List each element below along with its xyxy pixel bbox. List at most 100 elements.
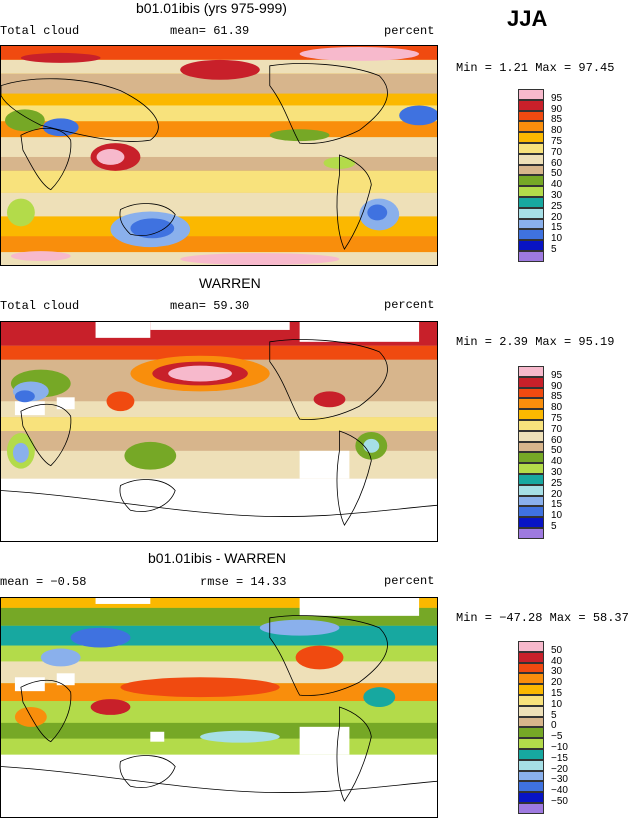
colorbar-label: 50 xyxy=(551,168,563,180)
colorbar-label: 5 xyxy=(551,244,557,255)
panel-3-map xyxy=(0,597,438,818)
panel-1-map xyxy=(0,45,438,266)
colorbar-label: 50 xyxy=(551,644,563,656)
colorbar-swatch xyxy=(518,153,544,165)
colorbar-swatch xyxy=(518,218,544,230)
colorbar-swatch xyxy=(518,89,544,100)
colorbar-swatch xyxy=(518,781,544,793)
colorbar-label: 90 xyxy=(551,103,563,115)
colorbar-swatch xyxy=(518,695,544,706)
colorbar-swatch xyxy=(518,197,544,208)
colorbar-label: 95 xyxy=(551,369,563,381)
colorbar-label: 60 xyxy=(551,434,563,446)
panel-1-minmax: Min = 1.21 Max = 97.45 xyxy=(456,61,615,75)
panel-2-map xyxy=(0,321,438,542)
colorbar-label: 30 xyxy=(551,190,563,201)
season-label: JJA xyxy=(507,6,548,31)
colorbar-swatch xyxy=(518,749,544,760)
colorbar-swatch xyxy=(518,229,544,241)
colorbar-swatch xyxy=(518,495,544,507)
colorbar-swatch xyxy=(518,705,544,717)
colorbar-label: 5 xyxy=(551,521,557,532)
colorbar-label: 50 xyxy=(551,445,563,457)
colorbar-label: 85 xyxy=(551,391,563,403)
panel-2-title: WARREN xyxy=(199,275,261,291)
colorbar-label: 80 xyxy=(551,402,563,414)
colorbar-label: 10 xyxy=(551,233,563,245)
colorbar-swatch xyxy=(518,759,544,771)
colorbar-swatch xyxy=(518,528,544,539)
colorbar-swatch xyxy=(518,474,544,485)
colorbar-label: −20 xyxy=(551,763,568,775)
colorbar-label: 5 xyxy=(551,709,557,721)
colorbar-swatch xyxy=(518,143,544,154)
panel-2-units-label: percent xyxy=(384,298,435,312)
panel-1-units-label: percent xyxy=(384,24,435,38)
colorbar-swatch xyxy=(518,207,544,219)
colorbar-swatch xyxy=(518,673,544,685)
colorbar-swatch xyxy=(518,517,544,528)
colorbar-swatch xyxy=(518,452,544,464)
colorbar-label: 40 xyxy=(551,456,563,468)
colorbar-swatch xyxy=(518,430,544,442)
colorbar-swatch xyxy=(518,164,544,176)
colorbar-label: 70 xyxy=(551,423,563,435)
colorbar-swatch xyxy=(518,738,544,749)
panel-3-title: b01.01ibis - WARREN xyxy=(148,550,286,566)
colorbar-label: 20 xyxy=(551,211,563,223)
colorbar-swatch xyxy=(518,132,544,143)
colorbar-swatch xyxy=(518,420,544,431)
colorbar-label: −15 xyxy=(551,752,568,764)
colorbar-swatch xyxy=(518,251,544,262)
colorbar-swatch xyxy=(518,792,544,803)
colorbar-label: 95 xyxy=(551,92,563,104)
colorbar-swatch xyxy=(518,240,544,251)
colorbar-swatch xyxy=(518,770,544,782)
colorbar-label: 15 xyxy=(551,688,563,699)
colorbar-swatch xyxy=(518,121,544,133)
panel-3-field xyxy=(1,598,437,817)
colorbar-swatch xyxy=(518,99,544,111)
colorbar-swatch xyxy=(518,716,544,728)
panel-1-title: b01.01ibis (yrs 975-999) xyxy=(136,0,287,16)
colorbar-label: 15 xyxy=(551,222,563,234)
colorbar-swatch xyxy=(518,641,544,652)
colorbar-label: 75 xyxy=(551,413,563,424)
colorbar-swatch xyxy=(518,175,544,187)
colorbar-swatch xyxy=(518,684,544,695)
colorbar-swatch xyxy=(518,110,544,122)
panel-3-rmse-label: rmse = 14.33 xyxy=(200,575,287,589)
colorbar-label: −50 xyxy=(551,796,568,807)
colorbar-label: 20 xyxy=(551,488,563,500)
colorbar-label: 20 xyxy=(551,677,563,689)
colorbar-label: 30 xyxy=(551,467,563,478)
colorbar-label: 85 xyxy=(551,114,563,126)
panel-3-minmax: Min = −47.28 Max = 58.37 xyxy=(456,611,629,625)
colorbar-label: 40 xyxy=(551,179,563,191)
colorbar-label: 30 xyxy=(551,666,563,678)
colorbar-label: −10 xyxy=(551,742,568,753)
colorbar-swatch xyxy=(518,387,544,399)
colorbar-label: 70 xyxy=(551,146,563,158)
colorbar-swatch xyxy=(518,366,544,377)
colorbar-swatch xyxy=(518,409,544,420)
colorbar-swatch xyxy=(518,484,544,496)
colorbar-label: 15 xyxy=(551,499,563,511)
panel-1-field xyxy=(1,46,437,265)
panel-2-field xyxy=(1,322,437,541)
colorbar-label: 0 xyxy=(551,720,557,732)
colorbar-label: 10 xyxy=(551,510,563,522)
colorbar-label: 75 xyxy=(551,136,563,147)
panel-1-variable-label: Total cloud xyxy=(0,24,80,38)
colorbar-swatch xyxy=(518,662,544,674)
colorbar-label: 80 xyxy=(551,125,563,137)
panel-1-mean-label: mean= 61.39 xyxy=(170,24,250,38)
colorbar-swatch xyxy=(518,506,544,518)
colorbar-label: −40 xyxy=(551,785,568,797)
colorbar-label: 25 xyxy=(551,200,563,212)
panel-2-minmax: Min = 2.39 Max = 95.19 xyxy=(456,335,615,349)
panel-3-units-label: percent xyxy=(384,574,435,588)
colorbar-swatch xyxy=(518,186,544,197)
colorbar-swatch xyxy=(518,463,544,474)
colorbar-label: 25 xyxy=(551,477,563,489)
